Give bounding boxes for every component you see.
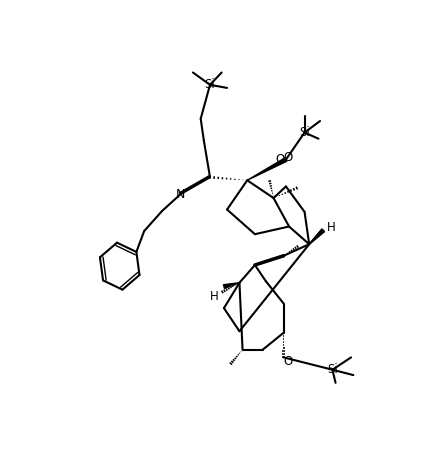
Text: O: O xyxy=(283,150,292,164)
Text: O: O xyxy=(284,355,293,368)
Text: H: H xyxy=(210,290,219,303)
Polygon shape xyxy=(224,283,239,288)
Text: O: O xyxy=(275,153,284,166)
Text: Si: Si xyxy=(327,363,338,376)
Polygon shape xyxy=(247,158,287,180)
Text: Si: Si xyxy=(299,126,310,139)
Text: Si: Si xyxy=(205,78,215,91)
Polygon shape xyxy=(255,256,284,265)
Text: N: N xyxy=(176,188,185,200)
Text: H: H xyxy=(326,221,335,234)
Polygon shape xyxy=(309,229,324,244)
Polygon shape xyxy=(309,229,324,244)
